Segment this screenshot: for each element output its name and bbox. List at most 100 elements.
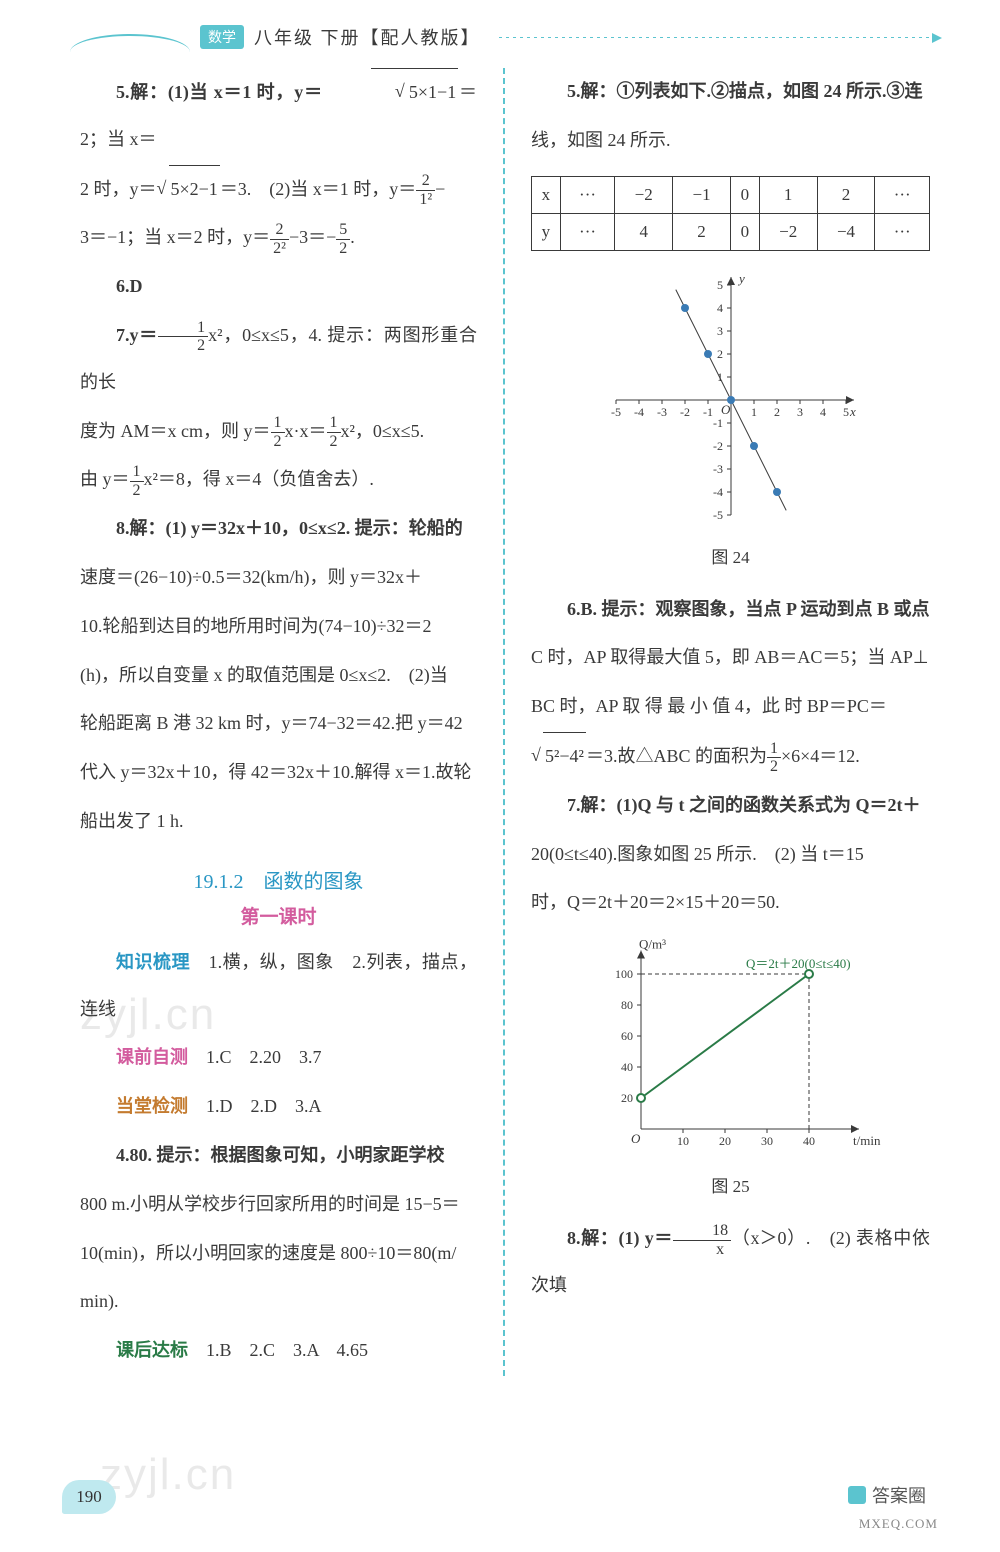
svg-text:20: 20: [621, 1091, 633, 1105]
dangtang-line: 当堂检测 1.D 2.D 3.A: [80, 1083, 477, 1130]
svg-text:-1: -1: [713, 416, 723, 430]
frac-18-over-x: 18x: [673, 1222, 731, 1258]
svg-text:-2: -2: [680, 405, 690, 419]
q4-l1: 4.80. 提示：根据图象可知，小明家距学校: [80, 1132, 477, 1179]
q4-l4: min).: [80, 1278, 477, 1325]
figure-24-caption: 图 24: [531, 543, 930, 568]
frac-half-2: 12: [271, 414, 285, 450]
r-q5-l2: 线，如图 24 所示.: [531, 117, 930, 164]
q8-l6: 代入 y＝32x＋10，得 42＝32x＋10.解得 x＝1.故轮: [80, 749, 477, 796]
q7-line3: 由 y＝12x²＝8，得 x＝4（负值舍去）.: [80, 456, 477, 503]
q8-l7: 船出发了 1 h.: [80, 798, 477, 845]
q8-l2: 速度＝(26−10)÷0.5＝32(km/h)，则 y＝32x＋: [80, 554, 477, 601]
section-title: 19.1.2 函数的图象: [80, 865, 477, 894]
frac-half-area: 12: [767, 740, 781, 776]
svg-text:-5: -5: [713, 508, 723, 522]
zhishi-line: 知识梳理知识梳理 1.横，纵，图象 2.列表，描点，连线 1.横，纵，图象 2.…: [80, 939, 477, 1033]
q4-l3: 10(min)，所以小明回家的速度是 800÷10＝80(m/: [80, 1230, 477, 1277]
svg-text:O: O: [631, 1131, 641, 1146]
q8-l4: (h)，所以自变量 x 的取值范围是 0≤x≤2. (2)当: [80, 652, 477, 699]
svg-text:y: y: [737, 271, 745, 286]
answer-badge-text: 答案圈: [872, 1482, 926, 1508]
svg-text:O: O: [721, 402, 731, 417]
q5-part1: 5.解：(1)当 x＝1 时，y＝5×1−1＝2；当 x＝: [80, 68, 477, 163]
r-q6-l1: 6.B. 提示：观察图象，当点 P 运动到点 B 或点: [531, 586, 930, 633]
svg-text:-4: -4: [634, 405, 644, 419]
svg-text:100: 100: [615, 967, 633, 981]
q4-l2: 800 m.小明从学校步行回家所用的时间是 15−5＝: [80, 1181, 477, 1228]
r-q6-l2: C 时，AP 取得最大值 5，即 AB＝AC＝5；当 AP⊥: [531, 634, 930, 681]
sqrt-expr-3: 5²−4²: [543, 732, 586, 780]
svg-text:4: 4: [717, 301, 723, 315]
svg-text:30: 30: [761, 1134, 773, 1148]
frac-half-3: 12: [327, 414, 341, 450]
frac-5-over-2: 52: [336, 221, 350, 257]
r-q8: 8.解：(1) y＝18x（x＞0）. (2) 表格中依次填: [531, 1215, 930, 1309]
q5-part2: 2 时，y＝5×2−1＝3. (2)当 x＝1 时，y＝21²−: [80, 165, 477, 213]
columns: 5.解：(1)当 x＝1 时，y＝5×1−1＝2；当 x＝ 2 时，y＝5×2−…: [70, 68, 940, 1376]
svg-text:-1: -1: [703, 405, 713, 419]
right-column: 5.解：①列表如下.②描点，如图 24 所示.③连 线，如图 24 所示. x·…: [505, 68, 940, 1376]
svg-text:40: 40: [621, 1060, 633, 1074]
page: 数学 八年级 下册【配人教版】 5.解：(1)当 x＝1 时，y＝5×1−1＝2…: [0, 0, 1000, 1552]
subject-badge: 数学: [200, 25, 244, 49]
figure-24-chart: -5-4-3-2-112345-5-4-3-2-112345Oxy: [581, 265, 881, 535]
svg-text:10: 10: [677, 1134, 689, 1148]
svg-text:-3: -3: [713, 462, 723, 476]
q8-l3: 10.轮船到达目的地所用时间为(74−10)÷32＝2: [80, 603, 477, 650]
answer-badge-icon: [848, 1486, 866, 1504]
r-q5-l1: 5.解：①列表如下.②描点，如图 24 所示.③连: [531, 68, 930, 115]
q5-lead: 5.解：(1)当 x＝1 时，y＝: [116, 82, 323, 102]
watermark-2: zyjl.cn: [100, 1450, 236, 1500]
frac-half-4: 12: [130, 463, 144, 499]
q5-part3: 3＝−1；当 x＝2 时，y＝22²−3＝−52.: [80, 214, 477, 261]
svg-text:5: 5: [717, 278, 723, 292]
q6: 6.D: [80, 263, 477, 310]
svg-text:-4: -4: [713, 485, 723, 499]
q8-l5: 轮船距离 B 港 32 km 时，y＝74−32＝42.把 y＝42: [80, 700, 477, 747]
table-row: x···−2−1012···: [532, 176, 930, 213]
header-dots: [499, 37, 941, 38]
svg-text:-5: -5: [611, 405, 621, 419]
svg-text:60: 60: [621, 1029, 633, 1043]
label-dangtang: 当堂检测: [116, 1096, 188, 1116]
svg-text:2: 2: [717, 347, 723, 361]
svg-text:1: 1: [751, 405, 757, 419]
svg-text:Q＝2t＋20(0≤t≤40): Q＝2t＋20(0≤t≤40): [746, 956, 851, 971]
svg-text:5: 5: [843, 405, 849, 419]
svg-text:4: 4: [820, 405, 826, 419]
r-q7-l2: 20(0≤t≤40).图象如图 25 所示. (2) 当 t＝15: [531, 831, 930, 878]
xy-table: x···−2−1012··· y···420−2−4···: [531, 176, 930, 251]
figure-25-caption: 图 25: [531, 1172, 930, 1197]
table-row: y···420−2−4···: [532, 213, 930, 250]
page-number: 190: [62, 1480, 116, 1514]
svg-text:2: 2: [774, 405, 780, 419]
left-column: 5.解：(1)当 x＝1 时，y＝5×1−1＝2；当 x＝ 2 时，y＝5×2−…: [70, 68, 505, 1376]
keqian-line: 课前自测 1.C 2.20 3.7: [80, 1034, 477, 1081]
svg-text:20: 20: [719, 1134, 731, 1148]
r-q6-l3: BC 时，AP 取 得 最 小 值 4，此 时 BP＝PC＝: [531, 683, 930, 730]
svg-text:-3: -3: [657, 405, 667, 419]
frac-2-over-1sq: 21²: [416, 172, 435, 208]
svg-text:3: 3: [797, 405, 803, 419]
r-q7-l3: 时，Q＝2t＋20＝2×15＋20＝50.: [531, 879, 930, 926]
page-header: 数学 八年级 下册【配人教版】: [70, 24, 940, 50]
svg-text:t/min: t/min: [853, 1133, 881, 1148]
frac-2-over-2sq: 22²: [270, 221, 289, 257]
site-credit: MXEQ.COM: [859, 1516, 938, 1532]
label-zhishi: 知识梳理: [116, 952, 190, 972]
book-title: 八年级 下册【配人教版】: [254, 24, 481, 50]
svg-text:40: 40: [803, 1134, 815, 1148]
answer-badge: 答案圈: [838, 1478, 936, 1510]
header-wave: [70, 34, 190, 52]
label-keqian: 课前自测: [116, 1047, 188, 1067]
sqrt-expr-1: 5×1−1: [335, 68, 458, 116]
frac-half-1: 12: [158, 319, 208, 355]
q7-line1: 7.y＝12x²，0≤x≤5，4. 提示：两图形重合的长: [80, 312, 477, 406]
r-q6-l4: 5²−4²＝3.故△ABC 的面积为12×6×4＝12.: [531, 732, 930, 780]
svg-text:80: 80: [621, 998, 633, 1012]
kehou-line: 课后达标 1.B 2.C 3.A 4.65: [80, 1327, 477, 1374]
svg-text:x: x: [849, 404, 856, 419]
svg-text:3: 3: [717, 324, 723, 338]
sqrt-expr-2: 5×2−1: [169, 165, 220, 213]
